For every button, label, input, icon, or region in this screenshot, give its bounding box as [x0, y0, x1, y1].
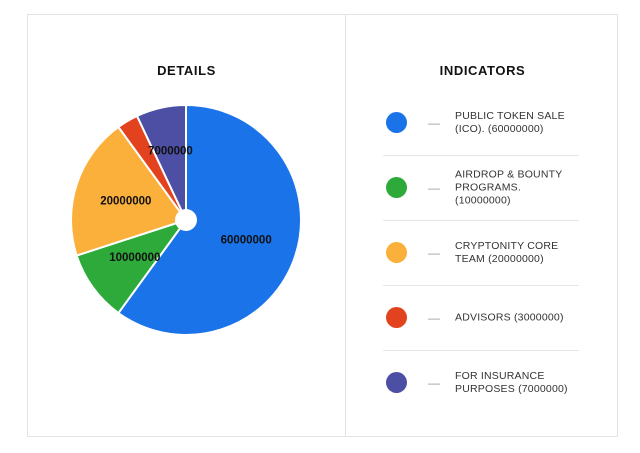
- panel-divider: [345, 15, 346, 436]
- legend-label: AIRDROP & BOUNTY PROGRAMS. (10000000): [455, 168, 563, 207]
- legend-label: CRYPTONITY CORE TEAM (20000000): [455, 240, 559, 265]
- details-title: DETAILS: [157, 63, 216, 78]
- pie-data-label: 10000000: [109, 252, 160, 264]
- legend-label: ADVISORS (3000000): [455, 311, 564, 324]
- legend-item: — PUBLIC TOKEN SALE (ICO). (60000000): [383, 91, 579, 156]
- legend-color-dot: [386, 372, 407, 393]
- legend-color-dot: [386, 112, 407, 133]
- pie-chart: 60000000 10000000 20000000 7000000: [70, 103, 302, 336]
- legend-color-dot: [386, 307, 407, 328]
- legend-item: — FOR INSURANCE PURPOSES (7000000): [383, 351, 579, 415]
- pie-slice: [75, 218, 189, 315]
- legend-item: — ADVISORS (3000000): [383, 286, 579, 351]
- legend-dash: —: [428, 181, 440, 195]
- pie-data-label: 20000000: [100, 195, 151, 207]
- legend-label: FOR INSURANCE PURPOSES (7000000): [455, 370, 568, 395]
- pie-slice: [135, 103, 187, 221]
- pie-slice: [117, 103, 302, 336]
- legend-dash: —: [428, 246, 440, 260]
- pie-slice: [70, 125, 188, 257]
- pie-center-hole: [175, 209, 197, 231]
- indicators-title: INDICATORS: [439, 63, 526, 78]
- pie-data-label: 7000000: [148, 145, 193, 157]
- legend-color-dot: [386, 177, 407, 198]
- legend-dash: —: [428, 116, 440, 130]
- indicators-legend: — PUBLIC TOKEN SALE (ICO). (60000000) — AIR…: [383, 91, 579, 415]
- legend-label: PUBLIC TOKEN SALE (ICO). (60000000): [455, 110, 565, 135]
- legend-dash: —: [428, 376, 440, 390]
- legend-item: — CRYPTONITY CORE TEAM (20000000): [383, 221, 579, 286]
- distribution-card: DETAILS INDICATORS 60000000 10000000 20000…: [27, 14, 618, 437]
- legend-dash: —: [428, 311, 440, 325]
- pie-data-label: 60000000: [221, 235, 272, 247]
- legend-color-dot: [386, 242, 407, 263]
- legend-item: — AIRDROP & BOUNTY PROGRAMS. (10000000): [383, 156, 579, 221]
